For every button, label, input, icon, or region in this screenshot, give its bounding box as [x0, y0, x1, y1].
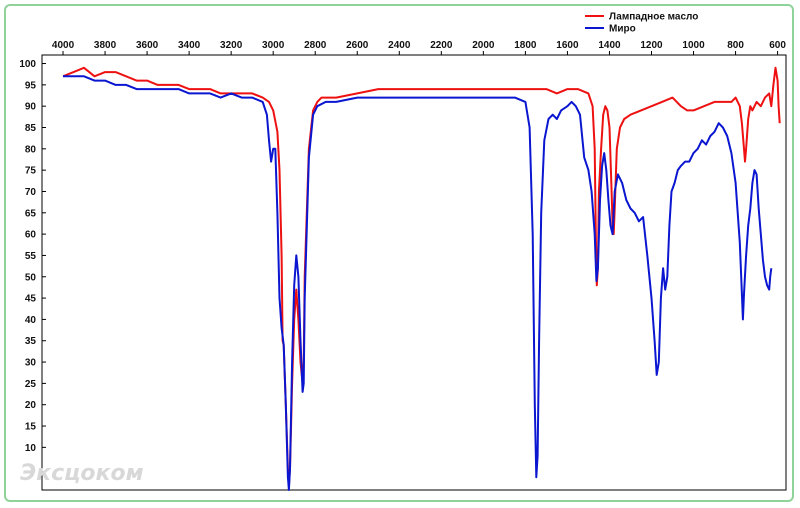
- x-tick-label: 3200: [220, 40, 243, 51]
- x-tick-label: 2000: [472, 40, 495, 51]
- x-tick-label: 3800: [94, 40, 117, 51]
- y-tick-label: 80: [25, 144, 37, 155]
- series-layer: [62, 66, 781, 491]
- x-tick-label: 800: [727, 40, 744, 51]
- x-tick-label: 2400: [388, 40, 411, 51]
- chart-frame: [4, 4, 794, 502]
- y-tick-label: 90: [25, 102, 37, 113]
- y-tick-label: 45: [25, 294, 37, 305]
- x-tick-label: 2600: [346, 40, 369, 51]
- y-tick-label: 35: [25, 336, 37, 347]
- x-tick-label: 3400: [178, 40, 201, 51]
- y-tick-label: 25: [25, 379, 37, 390]
- y-tick-label: 85: [25, 123, 37, 134]
- y-tick-label: 70: [25, 187, 37, 198]
- plot-area: [41, 54, 787, 491]
- y-tick-label: 60: [25, 230, 37, 241]
- y-axis-ticks: 10 15 20 25 30 35 40 45 50 55 60 65 70 75 80 85 90 95 100: [19, 59, 46, 454]
- x-tick-label: 3600: [136, 40, 159, 51]
- y-tick-label: 95: [25, 80, 37, 91]
- x-tick-label: 600: [769, 40, 786, 51]
- x-tick-label: 2800: [304, 40, 327, 51]
- watermark-logo: Эксцоком: [20, 461, 144, 486]
- x-tick-label: 4000: [52, 40, 75, 51]
- legend-label-1: Лампадное масло: [609, 12, 698, 23]
- y-tick-label: 55: [25, 251, 37, 262]
- y-tick-label: 10: [25, 443, 37, 454]
- x-tick-label: 1200: [640, 40, 663, 51]
- x-tick-label: 1000: [682, 40, 705, 51]
- series-line-1: [62, 66, 781, 487]
- y-tick-label: 40: [25, 315, 37, 326]
- x-tick-label: 1400: [598, 40, 621, 51]
- y-tick-label: 50: [25, 272, 37, 283]
- y-tick-label: 75: [25, 166, 37, 177]
- x-axis-ticks: 4000 3800 3600 3400 3200 3000 2800 2600 2400 2200…: [52, 40, 786, 55]
- x-tick-label: 3000: [262, 40, 285, 51]
- series-line-2: [63, 75, 773, 491]
- x-tick-label: 2200: [430, 40, 453, 51]
- y-tick-label: 15: [25, 422, 37, 433]
- legend-label-2: Миро: [609, 24, 636, 35]
- y-tick-label: 100: [19, 59, 36, 70]
- y-tick-label: 20: [25, 400, 37, 411]
- y-tick-label: 30: [25, 358, 37, 369]
- x-tick-label: 1800: [514, 40, 537, 51]
- x-tick-label: 1600: [556, 40, 579, 51]
- y-tick-label: 65: [25, 208, 37, 219]
